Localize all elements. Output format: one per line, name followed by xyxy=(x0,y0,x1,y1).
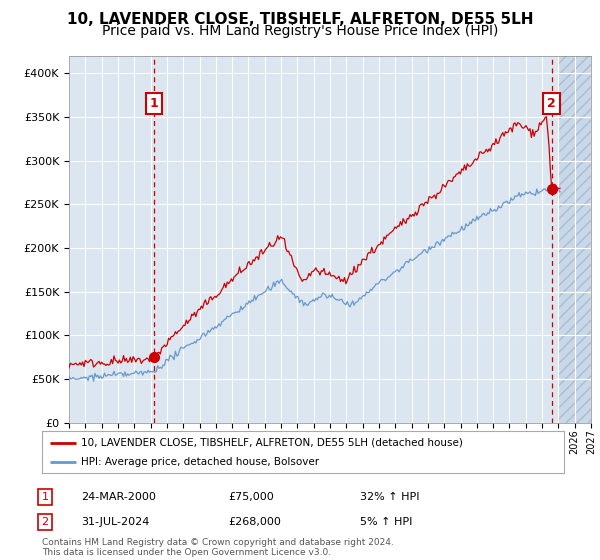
Text: £75,000: £75,000 xyxy=(228,492,274,502)
Text: Price paid vs. HM Land Registry's House Price Index (HPI): Price paid vs. HM Land Registry's House … xyxy=(102,24,498,38)
Bar xyxy=(559,56,591,423)
Text: Contains HM Land Registry data © Crown copyright and database right 2024.
This d: Contains HM Land Registry data © Crown c… xyxy=(42,538,394,557)
Text: 32% ↑ HPI: 32% ↑ HPI xyxy=(360,492,419,502)
Text: £268,000: £268,000 xyxy=(228,517,281,527)
Text: 2: 2 xyxy=(41,517,49,527)
Text: 31-JUL-2024: 31-JUL-2024 xyxy=(81,517,149,527)
Text: 24-MAR-2000: 24-MAR-2000 xyxy=(81,492,156,502)
Text: 1: 1 xyxy=(41,492,49,502)
Text: 2: 2 xyxy=(547,97,556,110)
Text: 10, LAVENDER CLOSE, TIBSHELF, ALFRETON, DE55 5LH (detached house): 10, LAVENDER CLOSE, TIBSHELF, ALFRETON, … xyxy=(81,437,463,447)
Bar xyxy=(559,56,591,423)
Text: 10, LAVENDER CLOSE, TIBSHELF, ALFRETON, DE55 5LH: 10, LAVENDER CLOSE, TIBSHELF, ALFRETON, … xyxy=(67,12,533,27)
Text: 1: 1 xyxy=(150,97,158,110)
Text: 5% ↑ HPI: 5% ↑ HPI xyxy=(360,517,412,527)
Text: HPI: Average price, detached house, Bolsover: HPI: Average price, detached house, Bols… xyxy=(81,457,319,467)
